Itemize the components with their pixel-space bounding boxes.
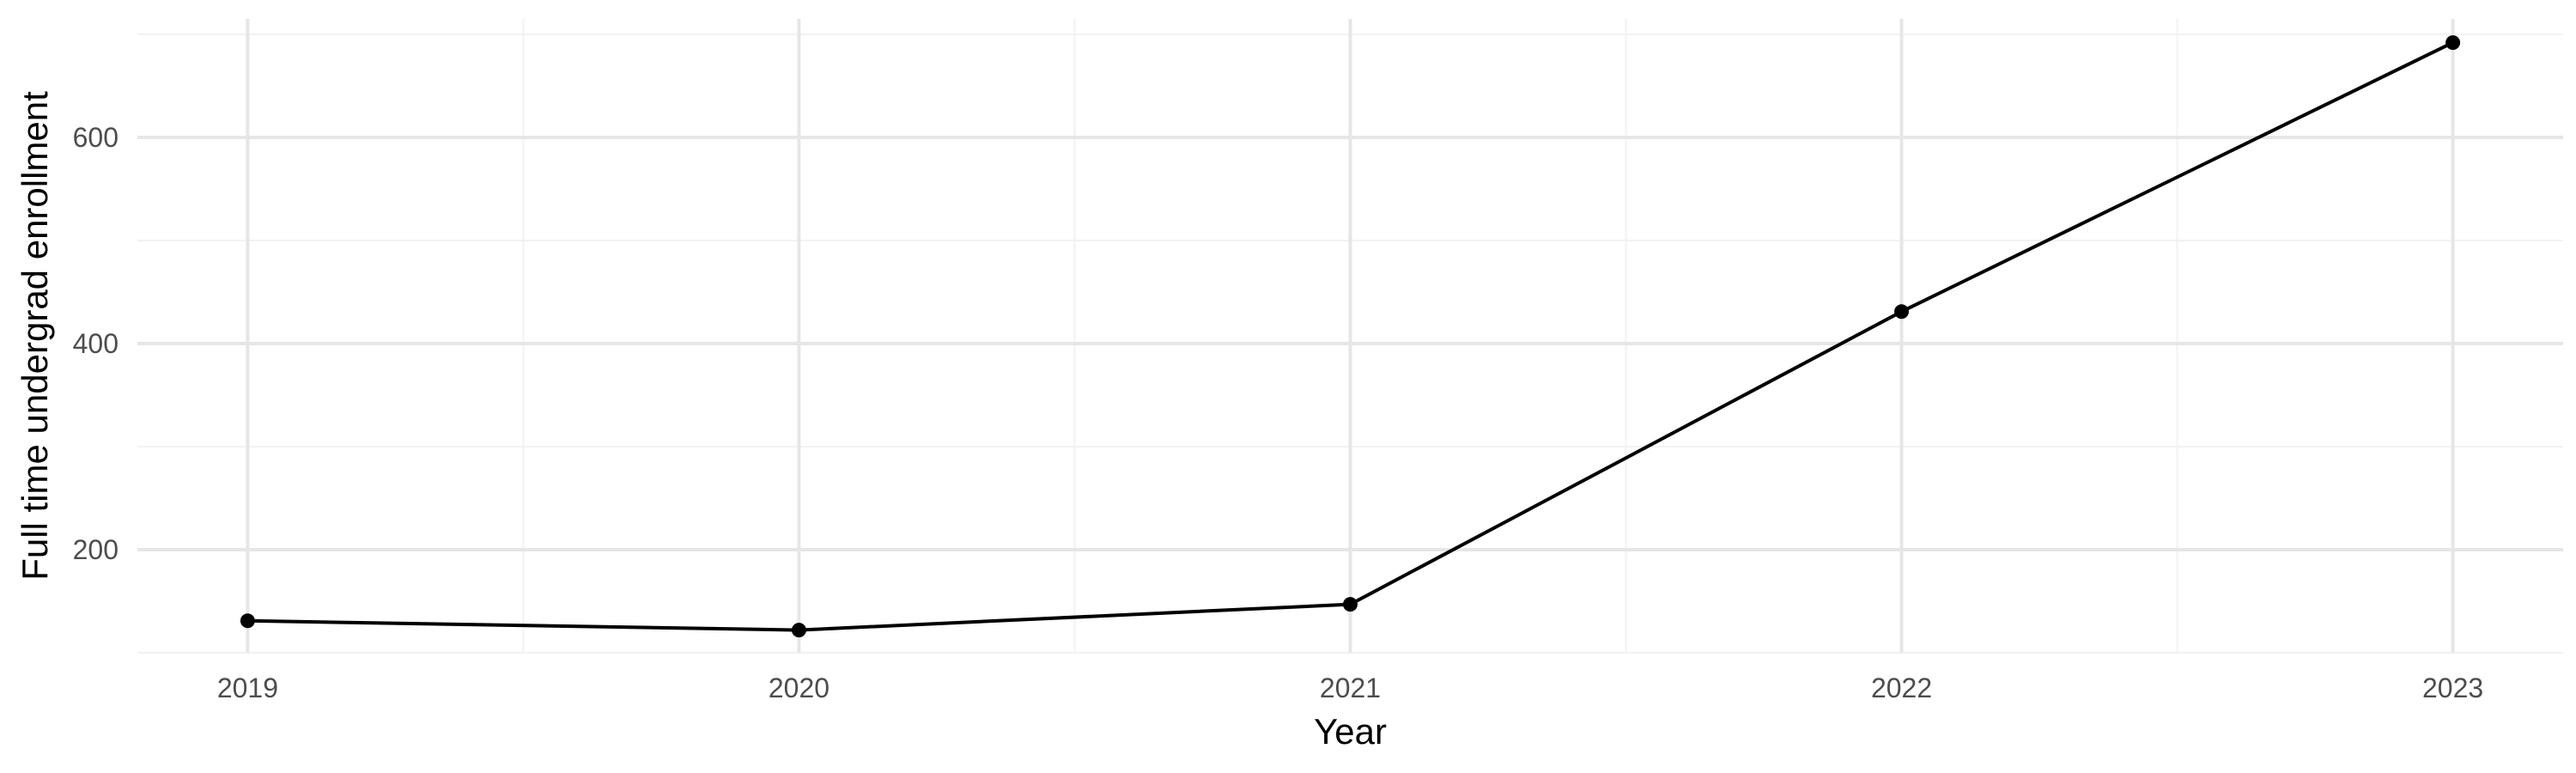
y-tick-label: 200 xyxy=(73,534,118,565)
tick-labels: 200 400 600 2019 2020 2021 2022 2023 xyxy=(73,122,2484,703)
x-tick-label: 2023 xyxy=(2422,673,2483,703)
y-tick-label: 600 xyxy=(73,122,118,153)
x-tick-label: 2022 xyxy=(1871,673,1932,703)
x-tick-label: 2021 xyxy=(1320,673,1381,703)
y-tick-label: 400 xyxy=(73,328,118,359)
series-layer xyxy=(240,35,2461,638)
major-gridlines xyxy=(137,19,2563,653)
y-axis-title: Full time undergrad enrollment xyxy=(15,91,55,581)
data-point xyxy=(240,613,255,629)
x-tick-label: 2020 xyxy=(769,673,829,703)
data-point xyxy=(791,623,806,638)
data-point xyxy=(1343,597,1358,612)
x-axis-title: Year xyxy=(1314,711,1387,752)
data-point xyxy=(1894,304,1910,320)
x-tick-label: 2019 xyxy=(217,673,278,703)
data-point xyxy=(2445,35,2461,51)
